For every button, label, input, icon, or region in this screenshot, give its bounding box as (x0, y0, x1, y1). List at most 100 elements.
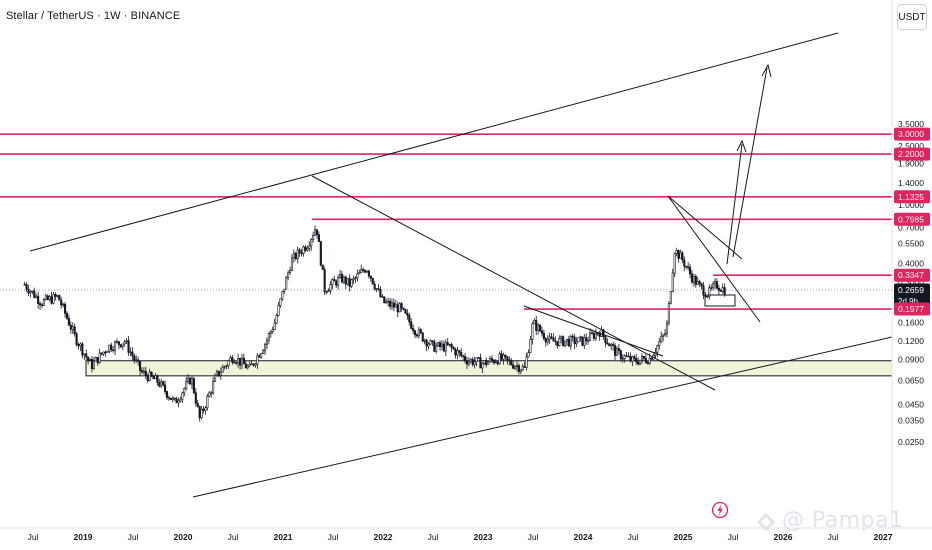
candle-body (310, 238, 313, 247)
candle-body (589, 332, 592, 341)
candle-body (458, 350, 461, 353)
price-marker: 3.0000 (894, 127, 930, 141)
candle (40, 302, 44, 309)
candle-body (283, 288, 286, 292)
candle (650, 357, 653, 360)
candle-body (31, 290, 34, 293)
candle-body (683, 259, 686, 267)
candle-body (229, 357, 232, 362)
candle-body (656, 345, 659, 353)
candle (227, 359, 230, 369)
candle-body (475, 357, 478, 363)
candle (502, 352, 505, 365)
price-tick-label: 1.0000 (898, 200, 924, 210)
price-tick-label: 0.5500 (898, 238, 924, 248)
candle-body (365, 270, 369, 273)
candle-body (719, 289, 722, 292)
candle (642, 355, 645, 360)
candle-body (483, 360, 486, 364)
candle-body (392, 302, 395, 308)
candle-body (708, 287, 711, 297)
candle (275, 313, 278, 325)
candle-body (640, 355, 644, 361)
candle-body (446, 342, 449, 346)
candle-body (317, 234, 320, 242)
candle-body (525, 356, 528, 368)
candle (310, 238, 313, 251)
candle-body (639, 359, 642, 365)
price-tick-label: 0.0450 (898, 399, 924, 409)
price-marker-label: 0.3347 (898, 270, 924, 280)
candle (185, 376, 188, 391)
candle-body (204, 407, 207, 411)
candle-body (200, 408, 203, 419)
horizontal-levels[interactable] (0, 133, 892, 310)
candle (440, 340, 444, 351)
candle-body (660, 335, 663, 343)
candle (660, 331, 663, 344)
candle-body (521, 366, 524, 371)
candle-body (644, 358, 647, 363)
candle (52, 291, 55, 305)
candle (240, 353, 244, 370)
candle-body (581, 336, 584, 346)
price-scale[interactable]: 3.5000 2.5000 1.9000 1.4000 1.0000 0.7000 0.55… (898, 119, 924, 447)
candle (319, 240, 322, 267)
candle (364, 268, 367, 274)
candle (514, 365, 517, 370)
candle-body (64, 303, 67, 314)
candle-body (298, 249, 301, 254)
candle-body (289, 270, 292, 273)
candle-body (71, 326, 74, 330)
candle-body (373, 283, 376, 290)
candle (692, 273, 695, 287)
candle-body (92, 360, 95, 369)
currency-button[interactable]: USDT (897, 4, 927, 30)
candle (687, 261, 690, 271)
candle (387, 297, 390, 307)
candle (233, 359, 236, 364)
candle-body (152, 375, 155, 380)
candle-body (494, 361, 497, 364)
candle (37, 291, 40, 309)
candle (164, 380, 167, 395)
candle-body (515, 365, 519, 367)
candle (489, 356, 492, 364)
candle (202, 406, 205, 414)
candle (146, 373, 149, 384)
candle-body (281, 291, 284, 300)
candle (360, 264, 363, 274)
time-tick-label: Jul (128, 532, 139, 542)
candle-body (610, 344, 613, 347)
channel-top-line (29, 32, 839, 252)
candle (412, 324, 415, 335)
candle (525, 352, 528, 371)
candle-body (431, 340, 434, 342)
candle-body (667, 303, 670, 324)
candle-body (535, 320, 538, 331)
candle-body (460, 351, 463, 356)
candle-body (569, 336, 572, 347)
candle-body (33, 290, 36, 298)
candle-body (710, 287, 713, 289)
candle (625, 352, 628, 357)
lightning-icon[interactable] (712, 500, 732, 522)
candle-body (575, 341, 578, 345)
candle-body (717, 287, 720, 291)
candle (39, 301, 42, 310)
candle (517, 363, 520, 375)
candle-body (542, 333, 545, 339)
candle (469, 358, 472, 364)
price-tick-label: 0.4000 (898, 259, 924, 269)
candle (131, 347, 134, 361)
candle (71, 322, 74, 334)
candle-body (456, 350, 459, 356)
candle (229, 355, 232, 362)
candle-body (500, 353, 503, 360)
time-axis[interactable]: Jul 2019 Jul 2020 Jul 2021 Jul 2022 Jul 2023 Jul 20… (28, 532, 893, 542)
candle-body (87, 356, 90, 361)
trendline-drawings[interactable] (29, 32, 893, 498)
candle (65, 311, 69, 320)
candle (579, 335, 582, 342)
